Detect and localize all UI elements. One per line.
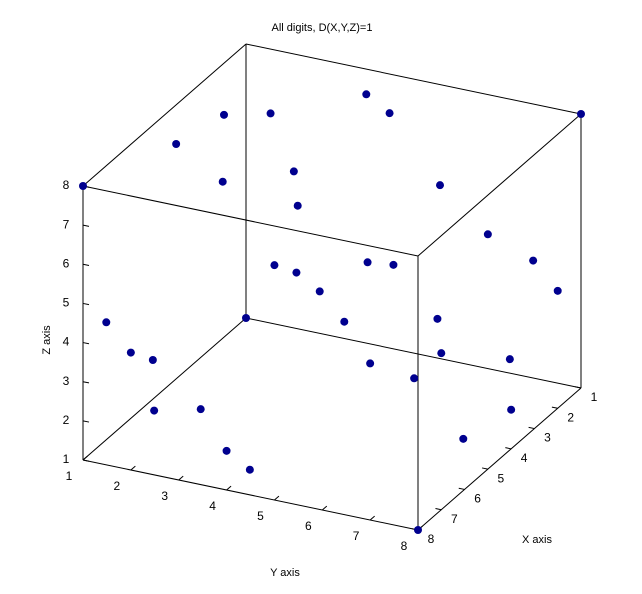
- point: [222, 446, 231, 455]
- cube-edge: [82, 317, 247, 461]
- y-tick: [226, 485, 232, 491]
- point: [414, 526, 422, 534]
- cube-edge: [82, 43, 247, 187]
- x-tick: [528, 426, 535, 430]
- point: [389, 260, 398, 269]
- point: [362, 90, 371, 99]
- point: [505, 355, 514, 364]
- z-tick-label: 6: [63, 256, 70, 270]
- x-tick-label: 3: [544, 431, 551, 445]
- point: [196, 405, 205, 414]
- y-tick: [82, 455, 88, 461]
- point: [289, 167, 298, 176]
- point: [218, 177, 227, 186]
- cube-edge: [245, 317, 582, 389]
- y-tick: [178, 475, 184, 481]
- x-tick: [575, 386, 582, 389]
- z-tick: [82, 459, 90, 462]
- y-tick: [130, 465, 136, 471]
- z-tick: [82, 420, 90, 423]
- cube-edge: [245, 43, 582, 115]
- point: [220, 110, 228, 119]
- x-tick: [505, 447, 512, 450]
- point: [553, 286, 562, 295]
- x-tick-label: 7: [451, 512, 458, 526]
- z-tick-label: 2: [63, 413, 70, 427]
- point: [242, 314, 250, 322]
- x-tick-label: 1: [591, 390, 598, 404]
- chart-title: All digits, D(X,Y,Z)=1: [272, 22, 373, 34]
- point: [148, 356, 157, 364]
- y-tick-label: 8: [401, 539, 408, 553]
- point: [172, 140, 181, 148]
- point: [459, 434, 468, 443]
- x-tick: [551, 406, 558, 409]
- y-tick: [321, 505, 328, 511]
- point: [483, 230, 492, 239]
- point: [433, 314, 442, 323]
- z-tick: [82, 224, 90, 227]
- z-tick-label: 7: [63, 217, 70, 231]
- point: [245, 465, 254, 474]
- point: [126, 348, 135, 357]
- point: [385, 109, 394, 118]
- point: [507, 405, 516, 414]
- y-tick-label: 7: [353, 529, 360, 543]
- x-tick: [458, 487, 465, 490]
- y-tick-label: 5: [257, 509, 264, 523]
- y-tick-label: 3: [161, 489, 168, 503]
- z-tick-label: 4: [63, 335, 70, 349]
- cube-edge: [82, 185, 419, 257]
- point: [436, 181, 444, 190]
- cube-edge: [417, 387, 582, 531]
- x-tick: [435, 508, 442, 511]
- point: [293, 201, 302, 210]
- x-tick: [481, 467, 488, 470]
- y-tick-label: 4: [209, 499, 216, 513]
- point: [410, 374, 419, 383]
- y-tick: [369, 515, 375, 521]
- x-tick-label: 2: [567, 410, 574, 424]
- point: [577, 110, 585, 118]
- point: [266, 109, 275, 118]
- point: [366, 359, 375, 368]
- z-tick-label: 8: [63, 178, 70, 192]
- z-tick: [82, 302, 90, 306]
- y-tick-label: 1: [66, 469, 73, 483]
- x-tick-label: 8: [428, 532, 435, 546]
- x-tick-label: 4: [521, 451, 528, 465]
- cube-edge: [417, 113, 582, 257]
- point: [363, 258, 372, 267]
- z-tick: [82, 342, 90, 345]
- z-tick: [82, 263, 90, 266]
- z-tick-label: 5: [63, 296, 70, 310]
- y-axis-label: Y axis: [270, 567, 300, 579]
- y-tick: [274, 495, 280, 501]
- x-axis-label: X axis: [522, 534, 552, 546]
- point: [102, 318, 111, 327]
- cube-edge: [82, 459, 419, 531]
- z-tick-label: 3: [63, 374, 70, 388]
- point: [270, 261, 279, 270]
- point: [437, 349, 446, 358]
- y-tick-label: 6: [305, 519, 312, 533]
- z-tick: [82, 381, 90, 384]
- x-tick-label: 6: [474, 492, 481, 506]
- z-axis-label: Z axis: [41, 325, 53, 355]
- point: [150, 406, 159, 415]
- point: [340, 317, 349, 326]
- z-tick-label: 1: [63, 452, 70, 466]
- x-tick-label: 5: [498, 471, 505, 485]
- y-tick-label: 2: [114, 479, 121, 493]
- point: [292, 268, 301, 277]
- point: [315, 287, 324, 296]
- point: [79, 182, 87, 190]
- point: [529, 256, 538, 265]
